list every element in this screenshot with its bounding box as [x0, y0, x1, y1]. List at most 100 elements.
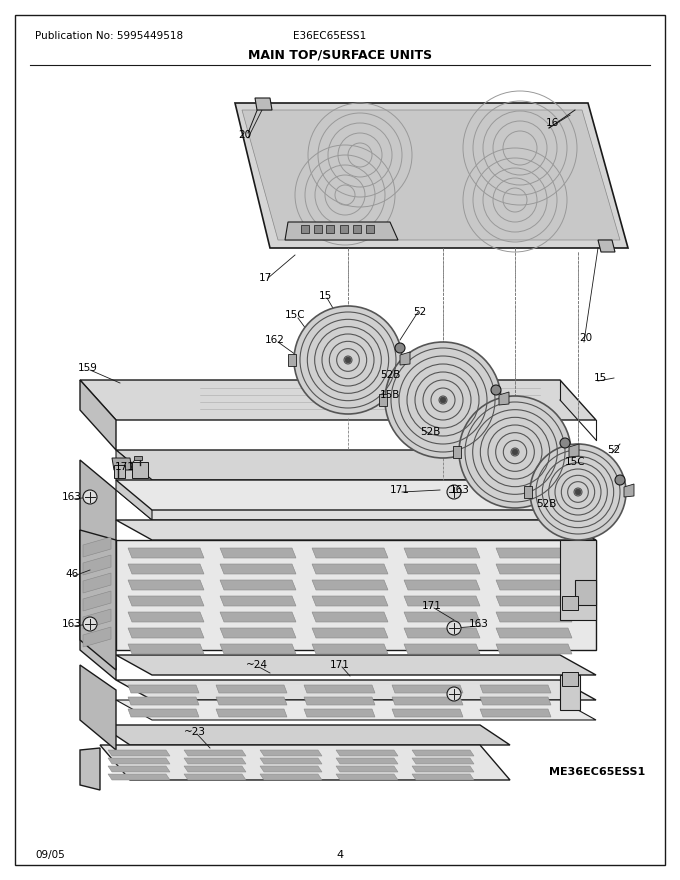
Text: ME36EC65ESS1: ME36EC65ESS1	[549, 767, 645, 777]
Polygon shape	[312, 596, 388, 606]
Polygon shape	[108, 758, 170, 764]
Polygon shape	[404, 628, 480, 638]
Text: 159: 159	[78, 363, 98, 373]
Polygon shape	[83, 573, 111, 593]
Circle shape	[615, 475, 625, 485]
Polygon shape	[83, 591, 111, 611]
Text: 15: 15	[594, 373, 607, 383]
Polygon shape	[260, 766, 322, 772]
Polygon shape	[312, 548, 388, 558]
Circle shape	[395, 343, 405, 353]
Polygon shape	[83, 609, 111, 629]
Text: 171: 171	[115, 462, 135, 472]
Text: 163: 163	[469, 619, 489, 629]
Polygon shape	[80, 665, 116, 750]
Polygon shape	[100, 725, 510, 745]
Circle shape	[440, 397, 446, 403]
Text: MAIN TOP/SURFACE UNITS: MAIN TOP/SURFACE UNITS	[248, 48, 432, 62]
Circle shape	[530, 444, 626, 540]
Polygon shape	[336, 774, 398, 780]
Text: 4: 4	[337, 850, 343, 860]
Polygon shape	[336, 750, 398, 756]
Polygon shape	[80, 460, 116, 650]
Polygon shape	[336, 758, 398, 764]
Polygon shape	[412, 758, 474, 764]
Polygon shape	[235, 103, 628, 248]
Polygon shape	[80, 748, 100, 790]
Text: 163: 163	[62, 619, 82, 629]
Polygon shape	[220, 548, 296, 558]
Polygon shape	[312, 612, 388, 622]
Polygon shape	[83, 537, 111, 557]
Polygon shape	[108, 766, 170, 772]
Polygon shape	[524, 486, 532, 498]
Polygon shape	[379, 394, 387, 406]
Polygon shape	[404, 580, 480, 590]
Polygon shape	[624, 484, 634, 497]
Polygon shape	[340, 225, 348, 233]
Text: 15C: 15C	[564, 457, 585, 467]
Polygon shape	[312, 628, 388, 638]
Text: Publication No: 5995449518: Publication No: 5995449518	[35, 31, 183, 41]
Text: 171: 171	[422, 601, 442, 611]
Polygon shape	[128, 548, 204, 558]
Circle shape	[447, 687, 461, 701]
Circle shape	[512, 449, 518, 455]
Polygon shape	[392, 685, 463, 693]
Text: 171: 171	[330, 660, 350, 670]
Polygon shape	[128, 628, 204, 638]
Polygon shape	[312, 564, 388, 574]
Polygon shape	[134, 456, 142, 460]
Polygon shape	[496, 580, 572, 590]
Polygon shape	[184, 758, 246, 764]
Polygon shape	[132, 462, 148, 478]
Text: 163: 163	[450, 485, 470, 495]
Polygon shape	[220, 580, 296, 590]
Polygon shape	[304, 697, 375, 705]
Polygon shape	[242, 110, 620, 240]
Polygon shape	[480, 709, 551, 717]
Circle shape	[83, 490, 97, 504]
Text: 15B: 15B	[380, 390, 401, 400]
Text: 15: 15	[318, 291, 332, 301]
Text: 52: 52	[607, 445, 621, 455]
Polygon shape	[314, 225, 322, 233]
Polygon shape	[220, 612, 296, 622]
Polygon shape	[496, 596, 572, 606]
Polygon shape	[128, 644, 204, 654]
Polygon shape	[80, 380, 596, 420]
Polygon shape	[216, 709, 287, 717]
Polygon shape	[404, 548, 480, 558]
Circle shape	[385, 342, 501, 458]
Polygon shape	[575, 580, 596, 605]
Text: 163: 163	[62, 492, 82, 502]
Text: E36EC65ESS1: E36EC65ESS1	[293, 31, 367, 41]
Circle shape	[560, 438, 570, 448]
Polygon shape	[83, 555, 111, 575]
Polygon shape	[116, 700, 596, 720]
Text: 52: 52	[413, 307, 426, 317]
Polygon shape	[220, 628, 296, 638]
Polygon shape	[80, 530, 116, 680]
Polygon shape	[560, 540, 596, 620]
Polygon shape	[255, 98, 272, 110]
Text: 52B: 52B	[420, 427, 440, 437]
Polygon shape	[83, 627, 111, 647]
Polygon shape	[112, 458, 132, 470]
Polygon shape	[220, 596, 296, 606]
Polygon shape	[116, 520, 596, 540]
Polygon shape	[392, 697, 463, 705]
Polygon shape	[116, 450, 152, 520]
Text: 16: 16	[545, 118, 559, 128]
Polygon shape	[480, 685, 551, 693]
Polygon shape	[80, 530, 116, 670]
Polygon shape	[496, 612, 572, 622]
Polygon shape	[392, 709, 463, 717]
Polygon shape	[312, 644, 388, 654]
Text: 15C: 15C	[285, 310, 305, 320]
Polygon shape	[128, 564, 204, 574]
Polygon shape	[304, 685, 375, 693]
Polygon shape	[326, 225, 334, 233]
Circle shape	[459, 396, 571, 508]
Circle shape	[491, 385, 501, 395]
